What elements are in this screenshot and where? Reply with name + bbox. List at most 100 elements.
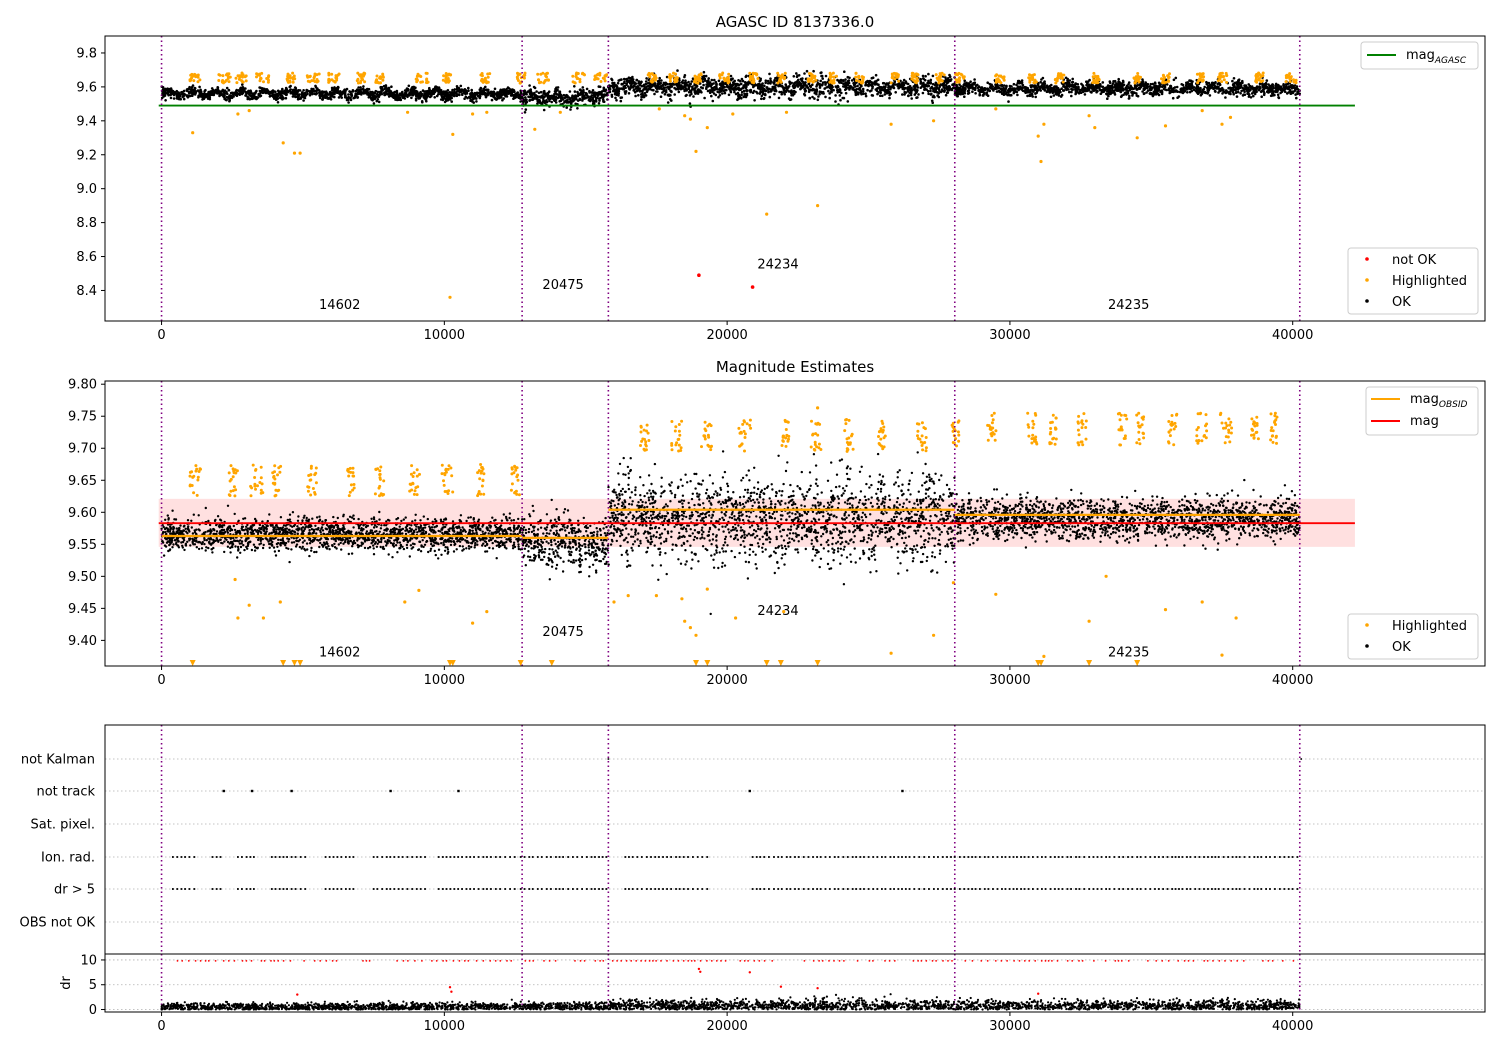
ok-point (585, 87, 589, 91)
highlighted-point (244, 79, 248, 83)
ok-point (223, 94, 226, 97)
ok-point (766, 82, 770, 85)
ok-point (834, 94, 837, 97)
ok-point (1085, 83, 1088, 87)
highlighted-point (957, 77, 961, 81)
highlighted-point (259, 76, 263, 80)
ok-point (209, 93, 212, 96)
ok-point (691, 85, 694, 88)
ok-point (269, 94, 272, 97)
highlighted-point (937, 75, 941, 79)
ok-point (1282, 84, 1285, 87)
ok-point (1093, 86, 1096, 89)
ok-point (610, 84, 613, 88)
ok-point (376, 90, 380, 94)
ok-point (504, 92, 508, 96)
ok-point (636, 85, 639, 88)
ok-point (774, 86, 777, 90)
ok-point (1095, 83, 1099, 87)
highlighted-point (240, 73, 244, 77)
ok-point (1020, 81, 1023, 85)
highlighted-point (892, 77, 896, 81)
ok-point (493, 87, 497, 91)
ok-point (742, 85, 746, 88)
ok-point (426, 95, 430, 98)
highlighted-point (418, 74, 422, 78)
ok-point (1106, 97, 1109, 100)
ok-point (543, 92, 547, 96)
ok-point (936, 94, 939, 97)
ok-point (1027, 90, 1031, 94)
ok-point (670, 99, 673, 102)
highlighted-point (889, 81, 893, 85)
ok-point (418, 92, 421, 95)
ok-point (200, 94, 203, 97)
ok-point (927, 79, 930, 83)
highlighted-point (330, 78, 334, 82)
ok-point (492, 95, 495, 99)
ok-point (329, 98, 333, 101)
ok-point (497, 93, 500, 96)
ok-point (1015, 83, 1018, 87)
ok-point (903, 90, 906, 94)
ok-point (882, 88, 885, 92)
ok-point (1268, 85, 1271, 88)
ok-point (1101, 81, 1105, 84)
ok-point (352, 96, 355, 100)
ok-point (731, 77, 734, 80)
ok-point (203, 95, 206, 99)
ok-point (336, 88, 340, 92)
ok-point (773, 79, 776, 82)
ok-point (187, 94, 190, 98)
ok-point (1109, 89, 1112, 93)
ok-point (510, 89, 514, 92)
ok-point (1173, 86, 1177, 89)
ok-point (580, 90, 584, 93)
ok-point (742, 89, 746, 93)
ok-point (345, 98, 349, 102)
ok-point (178, 97, 182, 101)
ok-point (780, 92, 783, 96)
ok-point (850, 79, 854, 82)
ok-point (172, 97, 176, 100)
ok-point (637, 94, 640, 97)
ok-point (559, 93, 563, 97)
ok-point (1181, 91, 1185, 95)
ok-point (721, 85, 724, 88)
highlighted-point (809, 72, 813, 76)
ok-point (811, 83, 814, 87)
ok-point (398, 97, 401, 100)
ok-point (238, 93, 241, 96)
ok-point (225, 92, 229, 96)
ok-point (512, 93, 516, 97)
ok-point (330, 86, 334, 90)
ok-point (1162, 83, 1166, 87)
highlighted-point (668, 75, 672, 79)
ok-point (664, 90, 668, 94)
ok-point (858, 88, 861, 91)
ok-point (792, 75, 796, 78)
ok-point (1171, 96, 1175, 100)
ok-point (598, 97, 601, 100)
ok-point (542, 108, 546, 112)
highlighted-point (363, 80, 367, 84)
ok-point (410, 96, 413, 100)
ok-point (1277, 96, 1280, 99)
ok-point (1261, 85, 1264, 88)
ok-point (787, 97, 791, 100)
ok-point (199, 88, 202, 92)
ok-point (569, 108, 572, 111)
highlighted-point (191, 74, 195, 78)
ok-point (1289, 92, 1293, 95)
ok-point (453, 91, 457, 94)
ok-point (1034, 95, 1037, 99)
ok-point (662, 81, 666, 85)
ok-point (921, 91, 925, 95)
highlighted-point (327, 73, 331, 77)
ok-point (1220, 86, 1224, 90)
ok-point (1199, 93, 1203, 97)
ok-point (207, 90, 211, 94)
ok-point (1235, 91, 1238, 94)
ok-point (760, 97, 763, 101)
ok-point (504, 88, 508, 92)
